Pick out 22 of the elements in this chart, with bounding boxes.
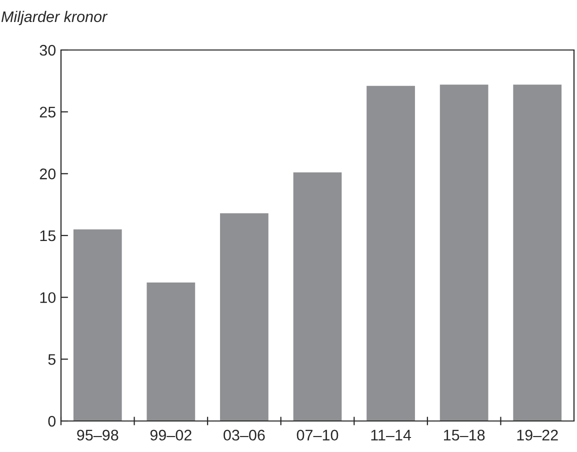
bar bbox=[73, 229, 122, 421]
y-tick-label: 5 bbox=[48, 354, 56, 365]
x-tick-label: 15–18 bbox=[444, 430, 485, 441]
y-tick-label: 0 bbox=[48, 416, 56, 427]
bar bbox=[513, 84, 562, 421]
x-tick-label: 11–14 bbox=[371, 430, 412, 440]
y-tick-label: 15 bbox=[40, 230, 56, 242]
bar bbox=[366, 86, 415, 421]
bar bbox=[293, 172, 342, 421]
x-tick-label: 99–02 bbox=[150, 430, 192, 441]
bar bbox=[440, 84, 488, 421]
y-tick-label: 30 bbox=[40, 44, 56, 56]
bar bbox=[146, 282, 196, 421]
x-tick-label: 07–10 bbox=[296, 430, 338, 441]
y-tick-label: 25 bbox=[40, 106, 56, 118]
y-tick-label: 10 bbox=[40, 292, 56, 304]
y-axis-title: Miljarder kronor bbox=[1, 10, 108, 26]
x-tick-label: 19–22 bbox=[517, 430, 558, 441]
bar bbox=[220, 213, 268, 421]
y-tick-label: 20 bbox=[40, 168, 56, 180]
x-tick-label: 03–06 bbox=[224, 430, 265, 441]
x-tick-label: 95–98 bbox=[77, 430, 118, 441]
